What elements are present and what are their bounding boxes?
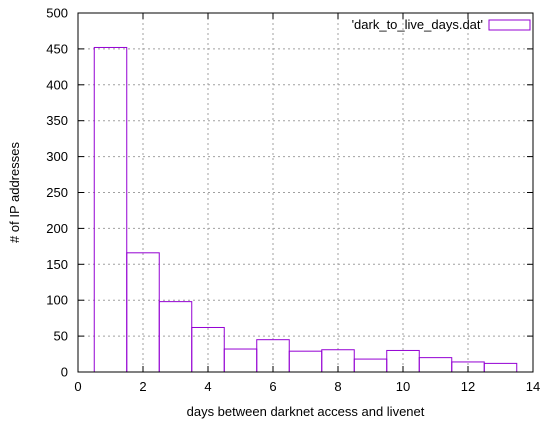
legend: 'dark_to_live_days.dat' xyxy=(352,17,531,32)
y-tick-label: 150 xyxy=(46,257,68,272)
x-tick-label: 12 xyxy=(461,379,475,394)
y-tick-label: 50 xyxy=(54,329,68,344)
bar xyxy=(93,46,128,373)
y-tick-label: 400 xyxy=(46,77,68,92)
x-axis-title: days between darknet access and livenet xyxy=(187,404,425,419)
y-axis-title: # of IP addresses xyxy=(7,142,22,243)
x-tick-label: 2 xyxy=(139,379,146,394)
bar xyxy=(483,362,518,373)
y-tick-label: 200 xyxy=(46,221,68,236)
x-tick-label: 10 xyxy=(396,379,410,394)
y-tick-label: 500 xyxy=(46,6,68,21)
x-tick-label: 0 xyxy=(74,379,81,394)
x-tick-label: 14 xyxy=(526,379,540,394)
y-tick-label: 0 xyxy=(61,365,68,380)
x-tick-label: 4 xyxy=(204,379,211,394)
grid-lines xyxy=(78,13,533,372)
legend-swatch xyxy=(488,19,531,31)
x-tick-label: 8 xyxy=(334,379,341,394)
y-tick-label: 450 xyxy=(46,41,68,56)
bar xyxy=(223,348,258,373)
x-tick-label: 6 xyxy=(269,379,276,394)
bar xyxy=(288,350,323,373)
bar xyxy=(158,301,193,373)
y-tick-label: 350 xyxy=(46,113,68,128)
bar xyxy=(418,357,453,373)
bars-group xyxy=(93,46,518,373)
y-tick-label: 300 xyxy=(46,149,68,164)
y-tick-label: 100 xyxy=(46,293,68,308)
bar xyxy=(353,358,388,373)
legend-label: 'dark_to_live_days.dat' xyxy=(352,17,483,32)
y-tick-label: 250 xyxy=(46,185,68,200)
axis-ticks: 0 50 100 150 200 250 300 350 400 450 500 0 2 4 6 8 10 12 1… xyxy=(46,6,540,395)
